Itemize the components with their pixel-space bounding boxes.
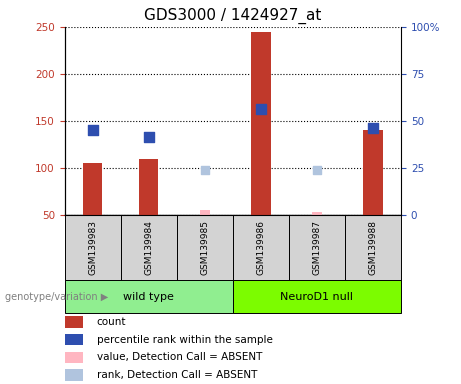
- Text: percentile rank within the sample: percentile rank within the sample: [97, 334, 273, 344]
- Bar: [233, 215, 289, 280]
- Bar: [65, 352, 83, 363]
- Bar: [312, 212, 322, 215]
- Bar: [251, 31, 271, 215]
- Bar: [363, 131, 383, 215]
- Point: [369, 124, 377, 131]
- Text: GSM139985: GSM139985: [200, 220, 209, 275]
- Point: [201, 167, 208, 173]
- Bar: [139, 159, 159, 215]
- Point: [313, 167, 321, 173]
- Bar: [200, 210, 210, 215]
- Bar: [121, 215, 177, 280]
- Bar: [345, 215, 401, 280]
- Bar: [65, 215, 121, 280]
- Text: count: count: [97, 317, 126, 327]
- Text: rank, Detection Call = ABSENT: rank, Detection Call = ABSENT: [97, 370, 257, 380]
- Point: [145, 134, 152, 140]
- Text: value, Detection Call = ABSENT: value, Detection Call = ABSENT: [97, 353, 262, 362]
- Text: GSM139986: GSM139986: [256, 220, 266, 275]
- Text: NeuroD1 null: NeuroD1 null: [280, 291, 354, 302]
- Bar: [65, 316, 83, 328]
- Text: GSM139988: GSM139988: [368, 220, 378, 275]
- Text: GSM139984: GSM139984: [144, 220, 153, 275]
- Bar: [289, 215, 345, 280]
- Bar: [65, 369, 83, 381]
- Text: GSM139983: GSM139983: [88, 220, 97, 275]
- Bar: [233, 280, 401, 313]
- Bar: [83, 163, 102, 215]
- Point: [257, 106, 265, 112]
- Text: GSM139987: GSM139987: [313, 220, 321, 275]
- Bar: [65, 334, 83, 345]
- Text: genotype/variation ▶: genotype/variation ▶: [5, 291, 108, 302]
- Bar: [65, 280, 233, 313]
- Point: [89, 127, 96, 134]
- Bar: [177, 215, 233, 280]
- Title: GDS3000 / 1424927_at: GDS3000 / 1424927_at: [144, 8, 321, 24]
- Text: wild type: wild type: [123, 291, 174, 302]
